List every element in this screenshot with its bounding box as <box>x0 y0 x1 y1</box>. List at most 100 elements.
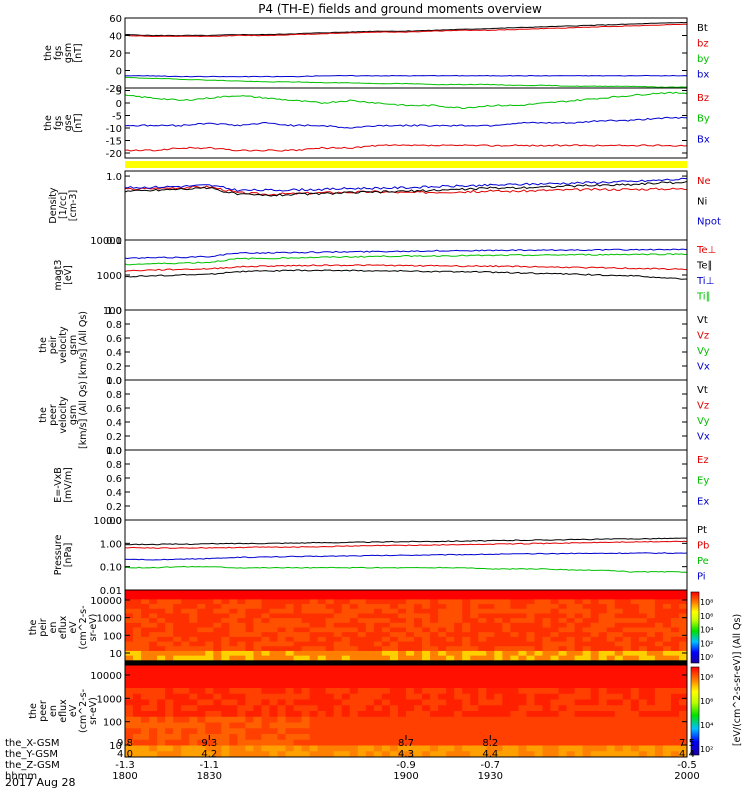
spectrogram-cell <box>317 655 327 661</box>
spectrogram-cell <box>165 641 174 647</box>
spectrogram-cell <box>470 728 479 735</box>
spectrogram-cell <box>438 751 447 758</box>
spectrogram-cell <box>301 599 311 605</box>
spectrogram-cell <box>558 618 568 624</box>
spectrogram-cell <box>430 599 439 605</box>
spectrogram-cell <box>478 711 487 718</box>
spectrogram-cell <box>333 670 343 677</box>
spectrogram-cell <box>606 734 616 741</box>
spectrogram-cell <box>590 618 600 624</box>
spectrogram-cell <box>157 722 166 729</box>
spectrogram-cell <box>638 751 648 758</box>
spectrogram-cell <box>638 699 648 706</box>
spectrogram-cell <box>478 728 487 735</box>
colorbar-tick-label: 10⁸ <box>700 598 713 607</box>
spectrogram-cell <box>189 722 198 729</box>
spectrogram-cell <box>229 650 238 657</box>
spectrogram-cell <box>277 699 287 706</box>
spectrogram-cell <box>422 676 431 683</box>
legend-entry: Bz <box>697 93 709 104</box>
spectrogram-cell <box>550 599 560 605</box>
spectrogram-cell <box>462 739 471 746</box>
spectrogram-cell <box>381 699 391 706</box>
series-line-By <box>124 91 688 110</box>
spectrogram-cell <box>181 650 190 657</box>
spectrogram-cell <box>598 688 608 695</box>
spectrogram-cell <box>181 688 190 695</box>
spectrogram-cell <box>454 745 463 752</box>
y-axis-label-line: [nPa] <box>63 543 74 568</box>
spectrogram-cell <box>454 676 463 683</box>
spectrogram-cell <box>309 728 319 735</box>
x-tick-label: -0.5 <box>677 760 697 771</box>
spectrogram-cell <box>237 722 246 729</box>
y-axis-label-line: peer <box>48 404 59 426</box>
spectrogram-cell <box>173 682 182 689</box>
spectrogram-cell <box>510 594 519 600</box>
y-axis-label-line: eflux <box>58 615 69 639</box>
spectrogram-cell <box>397 670 407 677</box>
spectrogram-cell <box>558 641 568 647</box>
spectrogram-cell <box>558 627 568 633</box>
x-tick-label: 1900 <box>393 771 418 782</box>
spectrogram-cell <box>213 594 222 600</box>
spectrogram-cell <box>574 676 584 683</box>
spectrogram-cell <box>502 608 511 614</box>
spectrogram-cell <box>133 627 142 633</box>
spectrogram-cell <box>566 693 576 700</box>
spectrogram-cell <box>574 682 584 689</box>
spectrogram-cell <box>518 660 527 666</box>
spectrogram-cell <box>526 613 535 619</box>
spectrogram-cell <box>213 676 222 683</box>
y-axis-label-line: eflux <box>58 699 69 723</box>
spectrogram-cell <box>365 716 375 723</box>
spectrogram-cell <box>566 604 576 610</box>
spectrogram-cell <box>309 604 319 610</box>
spectrogram-cell <box>301 594 311 600</box>
spectrogram-cell <box>430 660 439 666</box>
spectrogram-cell <box>189 636 198 643</box>
spectrogram-cell <box>510 665 519 672</box>
spectrogram-cell <box>333 699 343 706</box>
spectrogram-cell <box>558 722 568 729</box>
spectrogram-cell <box>550 608 560 614</box>
spectrogram-cell <box>518 641 527 647</box>
spectrogram-cell <box>470 722 479 729</box>
spectrogram-cell <box>518 636 527 643</box>
spectrogram-cell <box>678 655 688 661</box>
spectrogram-cell <box>325 641 335 647</box>
spectrogram-cell <box>406 745 415 752</box>
spectrogram-cell <box>333 608 343 614</box>
y-tick-label: 10000 <box>90 596 122 607</box>
spectrogram-cell <box>173 722 182 729</box>
spectrogram-cell <box>309 608 319 614</box>
spectrogram-cell <box>678 604 688 610</box>
x-row-label: hhmm <box>5 771 37 782</box>
spectrogram-cell <box>582 641 592 647</box>
spectrogram-cell <box>630 711 640 718</box>
spectrogram-cell <box>662 751 672 758</box>
spectrogram-cell <box>670 676 680 683</box>
spectrogram-cell <box>221 613 230 619</box>
spectrogram-cell <box>430 693 439 700</box>
spectrogram-cell <box>293 665 303 672</box>
spectrogram-cell <box>261 711 271 718</box>
spectrogram-cell <box>269 693 279 700</box>
spectrogram-cell <box>293 613 303 619</box>
spectrogram-cell <box>678 594 688 600</box>
spectrogram-cell <box>494 632 503 638</box>
spectrogram-cell <box>237 627 246 633</box>
spectrogram-cell <box>389 751 399 758</box>
spectrogram-cell <box>237 711 246 718</box>
spectrogram-cell <box>205 641 214 647</box>
spectrogram-cell <box>470 693 479 700</box>
spectrogram-cell <box>357 627 367 633</box>
spectrogram-cell <box>558 613 568 619</box>
spectrogram-cell <box>414 722 423 729</box>
spectrogram-cell <box>470 734 479 741</box>
y-tick-label: 0.2 <box>106 432 122 443</box>
spectrogram-cell <box>181 705 190 712</box>
spectrogram-cell <box>253 670 262 677</box>
spectrogram-cell <box>301 688 311 695</box>
spectrogram-cell <box>574 734 584 741</box>
